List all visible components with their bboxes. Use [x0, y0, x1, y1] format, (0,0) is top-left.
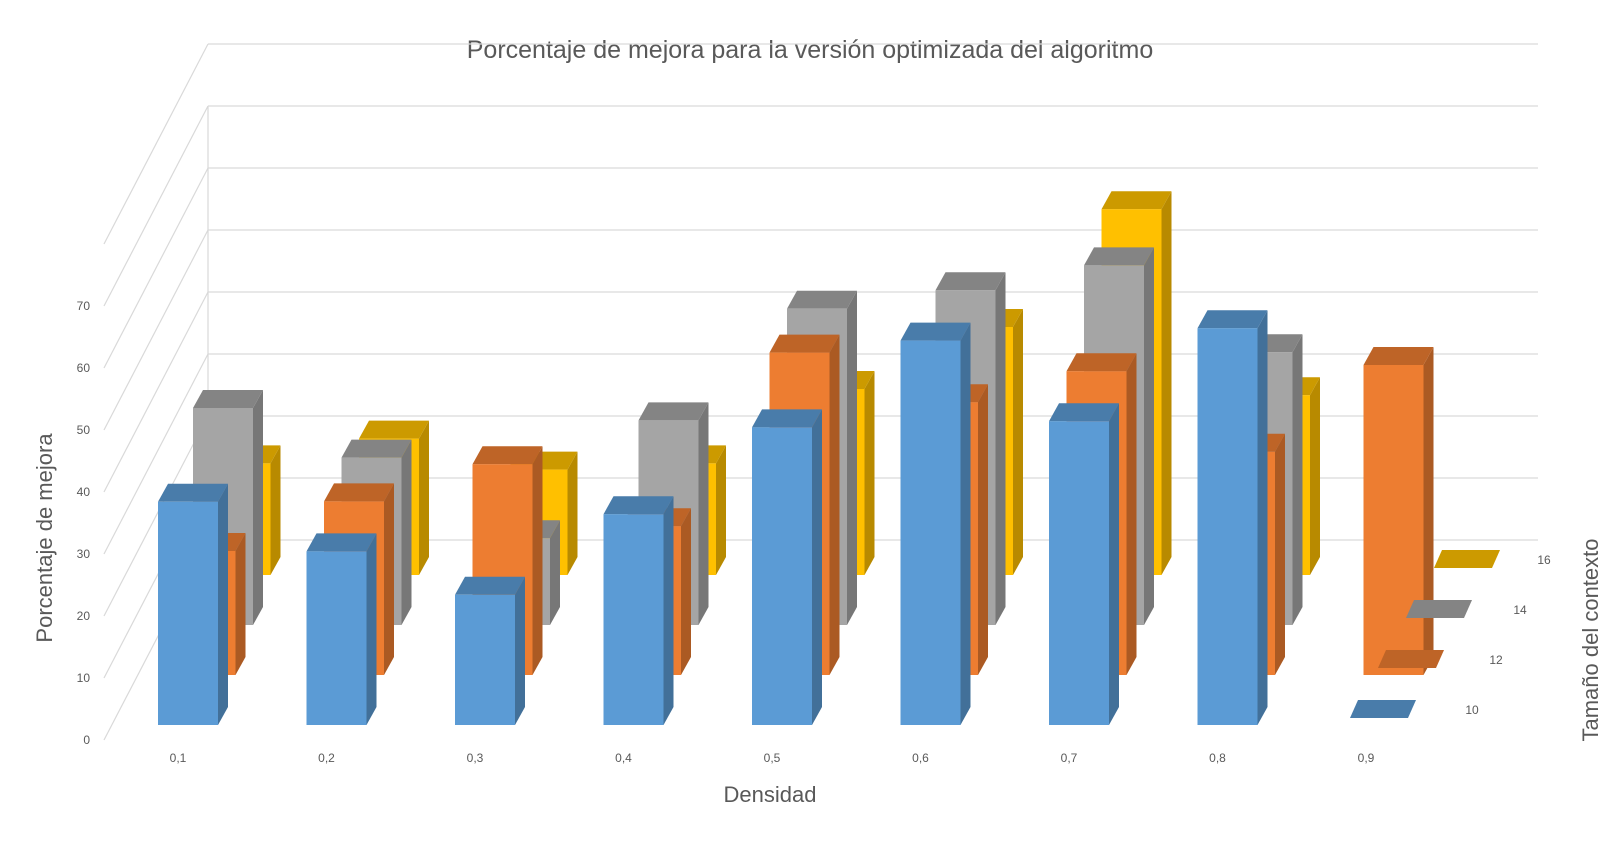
x-tick-label: 0,5 [764, 751, 781, 765]
chart-title: Porcentaje de mejora para la versión opt… [467, 36, 1153, 64]
bar [603, 496, 674, 725]
y-tick-label: 0 [83, 733, 90, 747]
depth-marker [1406, 600, 1472, 618]
bar [900, 322, 971, 725]
bar [158, 483, 228, 725]
depth-marker [1378, 650, 1444, 668]
depth-label: 12 [1489, 653, 1503, 667]
gridline-side [103, 229, 209, 431]
x-tick-label: 0,1 [170, 751, 187, 765]
bar [1197, 310, 1268, 725]
gridline-side [103, 415, 209, 617]
y-tick-label: 60 [77, 361, 91, 375]
x-axis-title: Densidad [724, 782, 817, 807]
gridline-side [103, 43, 209, 245]
x-tick-label: 0,2 [318, 751, 335, 765]
bar [455, 576, 525, 725]
y-tick-label: 70 [77, 299, 91, 313]
depth-marker [1434, 550, 1500, 568]
bar [306, 533, 377, 725]
series-10 [158, 310, 1268, 725]
gridline-side [103, 353, 209, 555]
depth-labels: 10 12 14 16 [1350, 550, 1551, 718]
depth-marker [1350, 700, 1416, 718]
x-tick-labels: 0,1 0,2 0,3 0,4 0,5 0,6 0,7 0,8 0,9 [170, 751, 1375, 765]
y-tick-label: 50 [77, 423, 91, 437]
z-axis-title: Tamaño del contexto [1578, 538, 1603, 741]
gridline-side [103, 167, 209, 369]
bar [1363, 347, 1434, 675]
y-tick-label: 20 [77, 609, 91, 623]
depth-label: 16 [1537, 553, 1551, 567]
x-tick-label: 0,6 [912, 751, 929, 765]
x-tick-label: 0,3 [467, 751, 484, 765]
y-tick-label: 10 [77, 671, 91, 685]
depth-label: 10 [1465, 703, 1479, 717]
gridline-side [103, 291, 209, 493]
bars [158, 191, 1434, 725]
x-tick-label: 0,8 [1209, 751, 1226, 765]
depth-label: 14 [1513, 603, 1527, 617]
x-tick-label: 0,4 [615, 751, 632, 765]
bar [1049, 403, 1119, 725]
y-tick-labels: 0 10 20 30 40 50 60 70 [77, 299, 91, 747]
y-tick-label: 30 [77, 547, 91, 561]
bar [752, 409, 822, 725]
y-tick-label: 40 [77, 485, 91, 499]
x-tick-label: 0,9 [1358, 751, 1375, 765]
gridline-side [103, 105, 209, 307]
x-tick-label: 0,7 [1061, 751, 1078, 765]
y-axis-title: Porcentaje de mejora [32, 433, 57, 643]
